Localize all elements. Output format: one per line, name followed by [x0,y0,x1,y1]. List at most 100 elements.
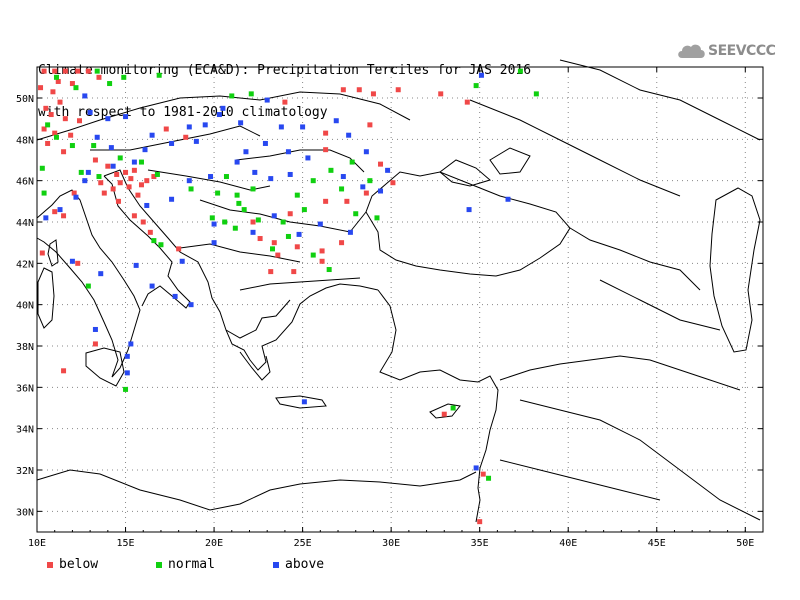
x-tick-label: 20E [205,538,223,549]
station-marker-below [183,134,189,140]
station-marker-above [243,149,249,155]
y-tick-label: 48N [16,135,34,146]
station-marker-below [68,132,74,138]
station-marker-above [340,174,346,180]
station-marker-below [176,246,182,252]
station-marker-below [319,248,325,254]
station-marker-below [92,157,98,163]
station-marker-below [367,122,373,128]
graticule [36,67,763,532]
station-marker-below [344,198,350,204]
x-tick-label: 15E [117,538,135,549]
station-marker-normal [123,386,129,392]
station-marker-normal [209,215,215,221]
station-marker-normal [374,215,380,221]
station-marker-normal [280,219,286,225]
station-marker-below [370,91,376,97]
station-marker-normal [107,81,113,87]
station-marker-normal [215,190,221,196]
station-marker-below [340,87,346,93]
x-tick-label: 50E [736,538,754,549]
station-marker-normal [53,74,59,80]
station-marker-below [50,89,56,95]
station-marker-below [275,252,281,258]
station-marker-below [319,258,325,264]
station-marker-normal [69,143,75,149]
station-marker-above [82,178,88,184]
station-marker-above [69,258,75,264]
station-marker-below [117,180,123,186]
station-marker-above [296,231,302,237]
station-marker-below [268,269,274,275]
station-marker-above [73,194,79,200]
station-marker-above [128,341,134,347]
station-marker-above [478,72,484,78]
station-marker-above [216,112,222,118]
station-marker-normal [154,171,160,177]
axis-ticks [36,67,764,532]
station-marker-above [188,302,194,308]
station-marker-above [149,132,155,138]
station-marker-above [144,202,150,208]
station-marker-normal [121,74,127,80]
station-marker-normal [229,93,235,99]
station-marker-above [94,134,100,140]
station-marker-below [151,174,157,180]
station-marker-below [126,184,132,190]
station-marker-normal [241,207,247,213]
station-marker-below [61,149,67,155]
station-marker-normal [158,242,164,248]
station-marker-above [360,184,366,190]
station-marker-below [114,171,120,177]
station-marker-above [208,174,214,180]
station-marker-normal [270,246,276,252]
station-marker-above [220,105,226,111]
station-marker-below [477,519,483,525]
axis-tick-labels: 10E 15E 20E 25E 30E 35E 40E 45E 50E 50N 48N 46N 44N 4… [16,94,754,549]
y-tick-label: 50N [16,94,34,105]
station-marker-above [110,163,116,169]
station-marker-below [71,190,77,196]
station-marker-above [268,176,274,182]
station-marker-below [323,147,329,153]
station-marker-below [282,99,288,105]
station-marker-normal [250,186,256,192]
station-marker-normal [41,190,47,196]
station-marker-below [464,99,470,105]
station-marker-below [438,91,444,97]
station-marker-below [250,219,256,225]
station-marker-normal [45,122,51,128]
station-marker-above [92,326,98,332]
station-marker-above [278,124,284,130]
station-marker-normal [188,186,194,192]
station-marker-above [234,159,240,165]
station-marker-above [300,124,306,130]
station-marker-normal [53,134,59,140]
station-marker-normal [285,233,291,239]
station-marker-below [131,213,137,219]
station-marker-normal [301,207,307,213]
station-marker-below [123,169,129,175]
station-marker-normal [339,186,345,192]
station-marker-below [38,85,44,91]
station-marker-below [62,68,68,74]
station-marker-normal [353,211,359,217]
station-marker-normal [248,91,254,97]
seevccc-logo: SEEVCCC [676,40,776,62]
station-marker-above [87,109,93,115]
station-marker-above [85,169,91,175]
station-marker-normal [517,68,523,74]
station-marker-below [61,368,67,374]
x-tick-label: 25E [294,538,312,549]
station-marker-below [363,190,369,196]
station-marker-above [131,159,137,165]
station-marker-normal [533,91,539,97]
station-marker-normal [450,405,456,411]
y-tick-label: 44N [16,218,34,229]
station-marker-below [287,211,293,217]
station-marker-normal [94,68,100,74]
coastlines-and-borders [36,59,761,523]
station-marker-below [52,209,58,215]
station-marker-above [98,271,104,277]
station-marker-above [346,132,352,138]
